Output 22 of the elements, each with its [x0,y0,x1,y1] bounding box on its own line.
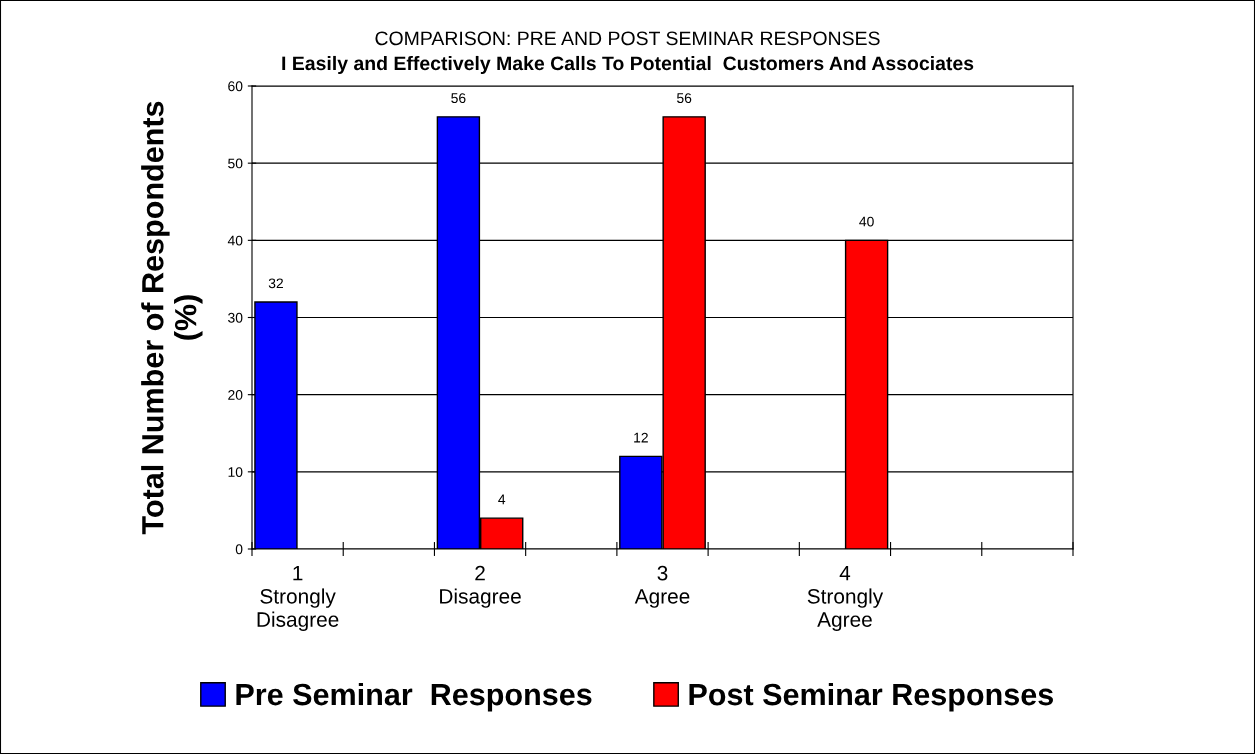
data-label: 4 [498,494,506,505]
data-label: 56 [677,93,692,104]
y-tick-label: 10 [228,467,243,477]
chart-subtitle: I Easily and Effectively Make Calls To Potential Customers And Associates [282,55,974,75]
data-label: 12 [634,432,648,443]
data-label: 56 [451,93,466,104]
x-tick-label: 1 Strongly Disagree [257,565,339,632]
x-tick-label: 3 Agree [634,565,690,608]
chart-title: COMPARISON: PRE AND POST SEMINAR RESPONSES [375,31,880,46]
y-tick-label: 50 [228,158,243,169]
y-tick-label: 20 [228,390,243,400]
x-tick-label: 2 Disagree [440,565,521,608]
y-tick-label: 0 [235,544,243,555]
x-tick-label: 4 Strongly Agree [807,565,884,632]
y-axis-title: Total Number of Respondents (%) [141,101,203,535]
y-tick-label: 60 [228,81,243,92]
y-tick-label: 40 [227,235,243,246]
data-label: 40 [859,216,874,227]
data-label: 32 [268,278,283,289]
legend-label: Pre Seminar Responses [236,682,592,712]
legend-label: Post Seminar Responses [689,682,1053,712]
y-tick-label: 30 [228,312,243,323]
